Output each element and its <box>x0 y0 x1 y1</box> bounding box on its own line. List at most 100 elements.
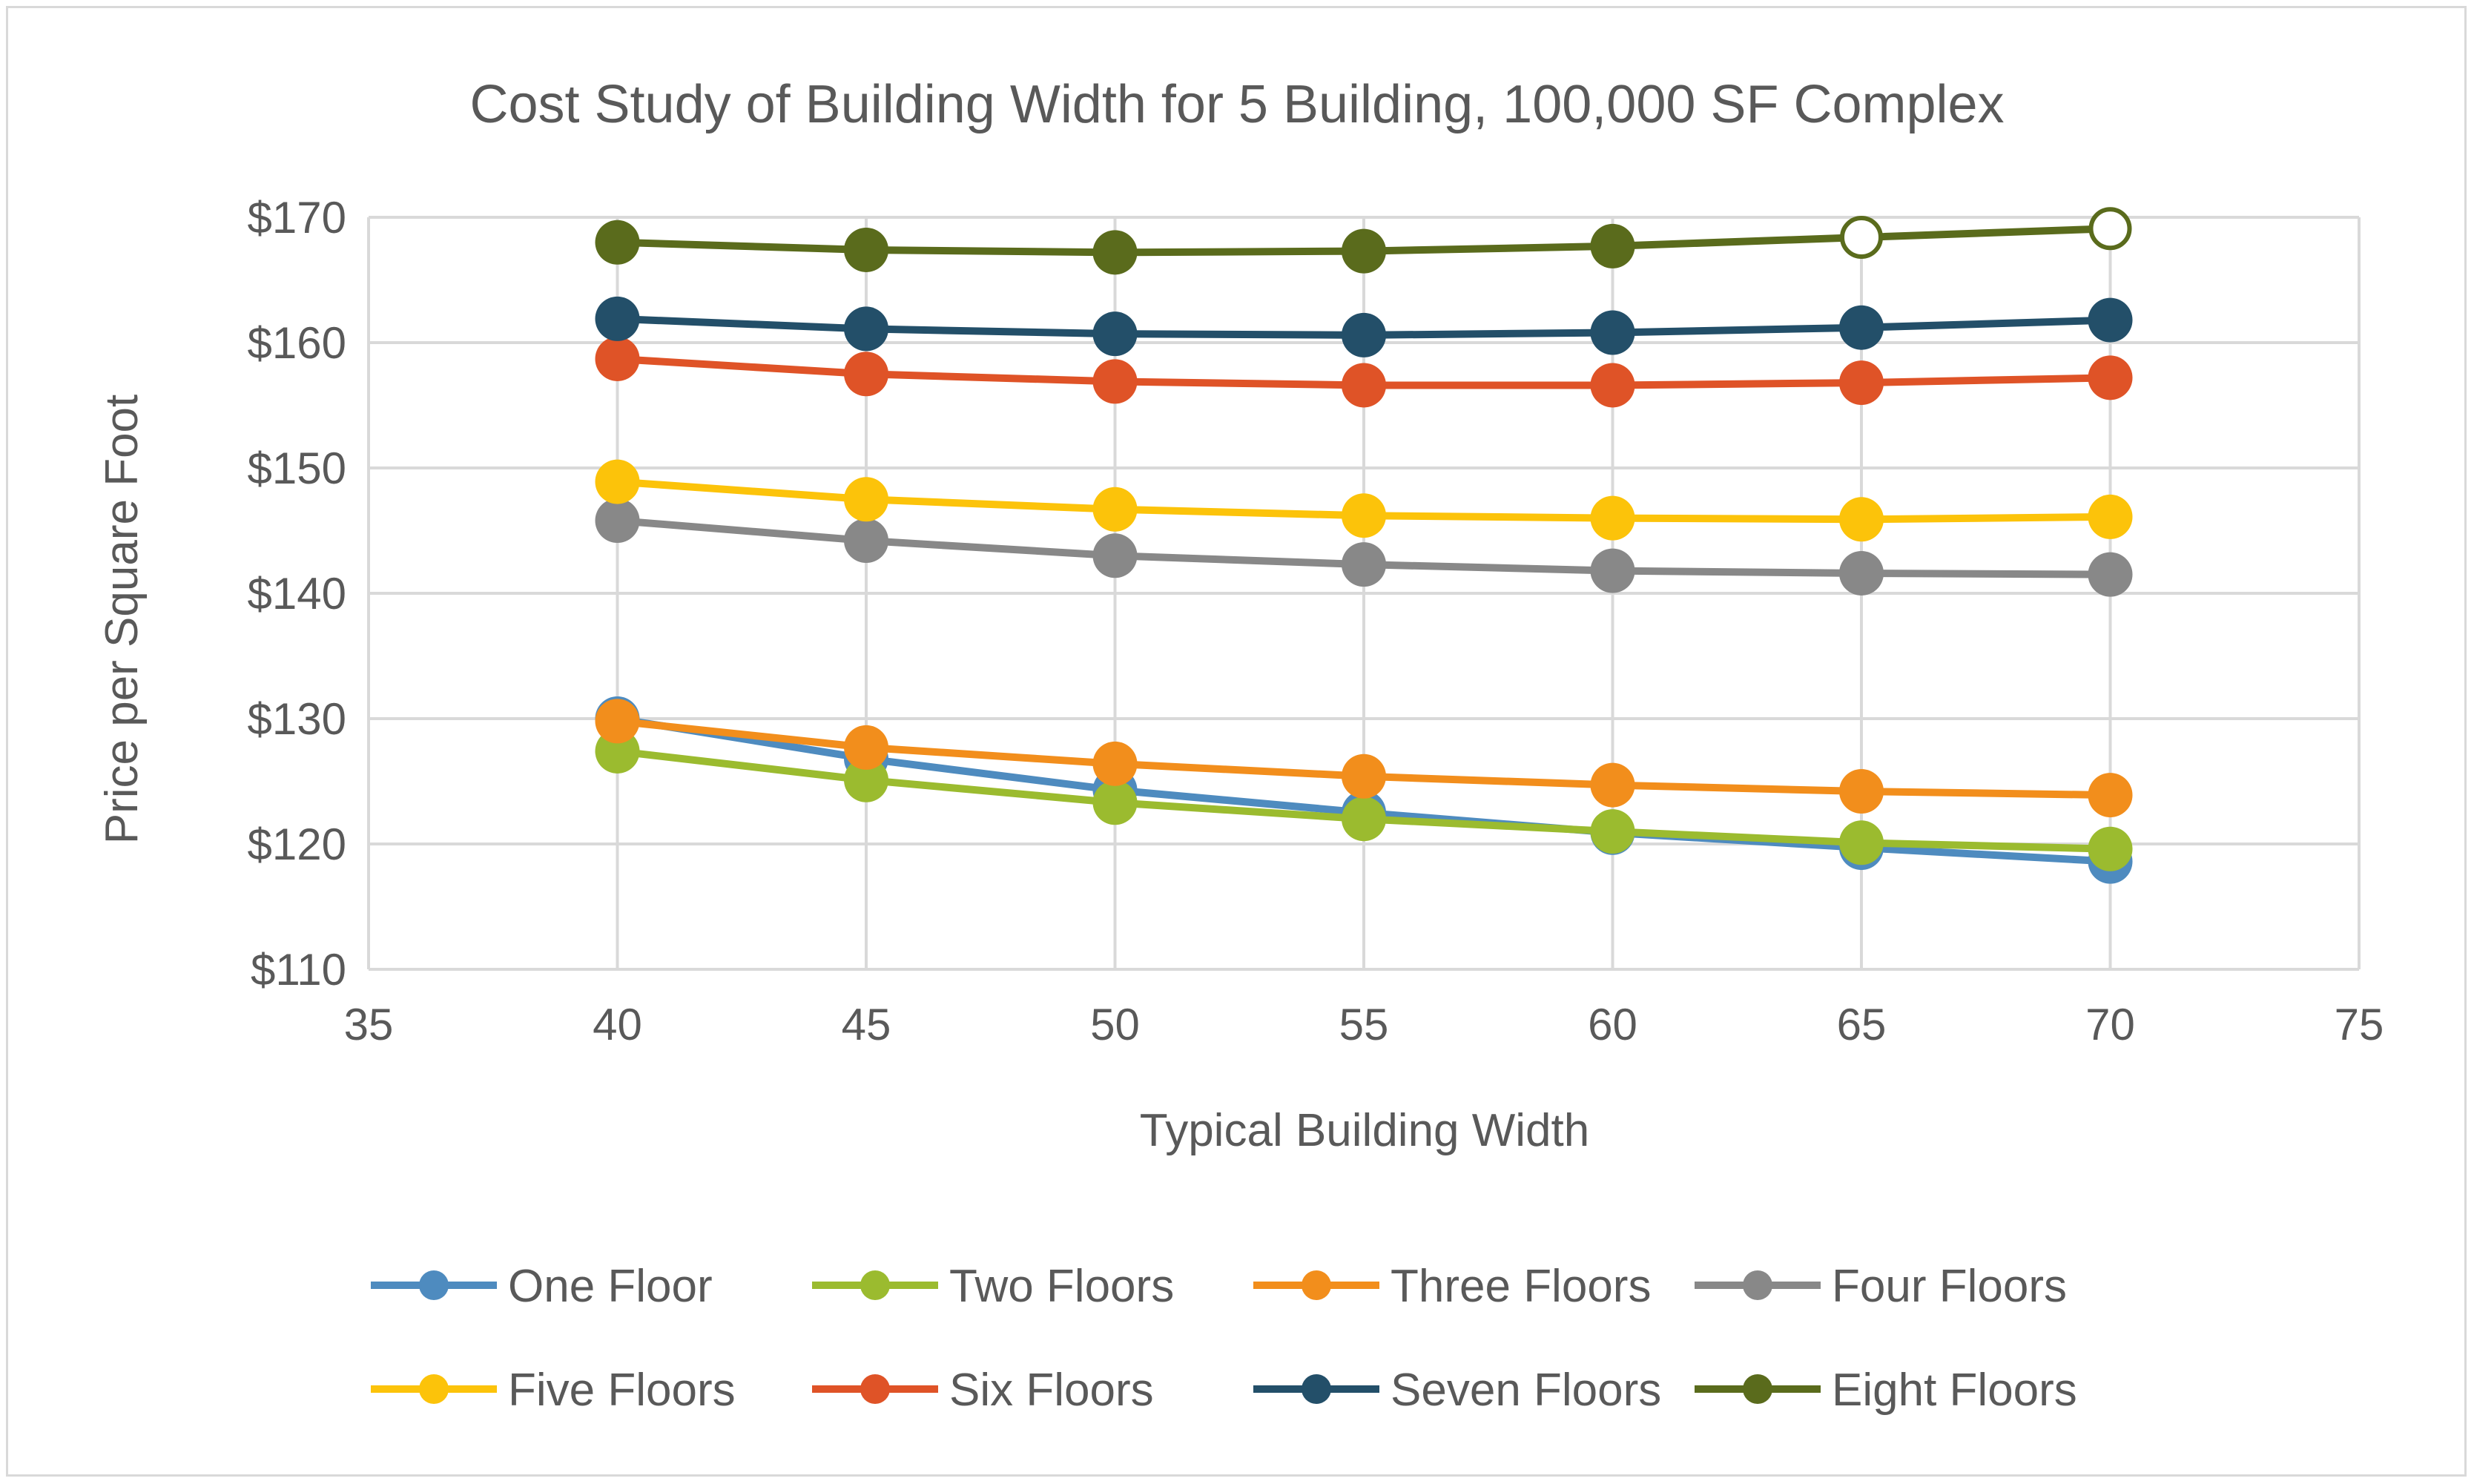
legend-item: Five Floors <box>371 1365 736 1416</box>
data-point <box>595 459 640 504</box>
data-point <box>1839 497 1884 542</box>
legend-item: Two Floors <box>812 1261 1174 1312</box>
data-point <box>1342 753 1386 799</box>
legend-item: Six Floors <box>812 1365 1154 1416</box>
data-point <box>1590 762 1635 808</box>
data-point <box>1590 310 1635 355</box>
data-point <box>595 498 640 543</box>
data-point <box>844 518 888 564</box>
data-point <box>1092 359 1138 404</box>
series-four-floors <box>595 498 2133 597</box>
chart-title: Cost Study of Building Width for 5 Build… <box>469 75 2004 134</box>
x-tick-label: 55 <box>1339 1000 1389 1049</box>
data-point <box>844 725 888 770</box>
data-point <box>1342 363 1386 408</box>
x-axis-ticks: 35 40 45 50 55 60 65 70 75 <box>344 1000 2384 1049</box>
legend-item: Four Floors <box>1695 1261 2067 1312</box>
legend-item: One Floor <box>371 1261 713 1312</box>
data-point <box>1839 820 1884 865</box>
y-tick-label: $150 <box>248 443 346 493</box>
data-point <box>2088 494 2133 539</box>
legend-swatch-marker <box>1302 1374 1331 1404</box>
y-tick-label: $140 <box>248 569 346 619</box>
data-point <box>844 352 888 397</box>
legend-label: Two Floors <box>949 1261 1174 1312</box>
y-tick-label: $160 <box>248 318 346 368</box>
data-point <box>1590 495 1635 541</box>
x-tick-label: 50 <box>1090 1000 1140 1049</box>
x-tick-label: 40 <box>593 1000 642 1049</box>
legend-item: Three Floors <box>1253 1261 1651 1312</box>
data-point <box>1092 311 1138 357</box>
legend-item: Seven Floors <box>1253 1365 1661 1416</box>
legend-label: Four Floors <box>1832 1261 2067 1312</box>
data-point <box>2088 297 2133 343</box>
x-axis-label: Typical Building Width <box>1140 1105 1590 1156</box>
data-point <box>2088 355 2133 400</box>
y-tick-label: $130 <box>248 694 346 744</box>
data-point <box>2088 826 2133 871</box>
legend-label: Six Floors <box>949 1365 1154 1416</box>
data-point <box>1839 305 1884 350</box>
legend-item: Eight Floors <box>1695 1365 2077 1416</box>
legend-label: Seven Floors <box>1391 1365 1661 1416</box>
series-eight-floors <box>595 207 2132 275</box>
data-point <box>1092 741 1138 786</box>
legend-swatch-marker <box>1302 1270 1331 1300</box>
legend-swatch-marker <box>860 1270 890 1300</box>
x-tick-label: 75 <box>2335 1000 2384 1049</box>
data-point <box>1590 548 1635 593</box>
x-tick-label: 70 <box>2085 1000 2135 1049</box>
data-point <box>2088 552 2133 597</box>
data-point <box>1342 493 1386 538</box>
data-point <box>1839 769 1884 814</box>
x-tick-label: 45 <box>842 1000 891 1049</box>
legend-swatch-marker <box>419 1374 449 1404</box>
y-tick-label: $170 <box>248 193 346 243</box>
data-point <box>1092 230 1138 275</box>
legend-swatch-marker <box>1743 1270 1772 1300</box>
legend-swatch-marker <box>1743 1374 1772 1404</box>
data-point <box>844 757 888 802</box>
data-point <box>2088 207 2132 251</box>
legend: One Floor Two Floors Three Floors Four Floo… <box>371 1261 2077 1416</box>
data-point <box>595 220 640 265</box>
legend-label: Eight Floors <box>1832 1365 2077 1416</box>
y-tick-label: $120 <box>248 820 346 869</box>
series-layer <box>595 207 2133 884</box>
data-point <box>844 227 888 272</box>
y-tick-label: $110 <box>251 945 346 995</box>
x-tick-label: 60 <box>1588 1000 1637 1049</box>
x-tick-label: 35 <box>344 1000 394 1049</box>
data-point <box>1092 533 1138 578</box>
data-point <box>1840 216 1883 260</box>
data-point <box>1342 228 1386 274</box>
legend-swatch-marker <box>419 1270 449 1300</box>
series-five-floors <box>595 459 2133 542</box>
series-three-floors <box>595 699 2133 818</box>
legend-label: Three Floors <box>1391 1261 1651 1312</box>
series-two-floors <box>595 728 2133 871</box>
data-point <box>1839 360 1884 406</box>
data-point <box>595 699 640 744</box>
data-point <box>844 477 888 522</box>
y-axis-ticks: $110 $120 $130 $140 $150 $160 $170 <box>248 193 346 995</box>
data-point <box>1590 223 1635 268</box>
data-point <box>1839 550 1884 596</box>
x-tick-label: 65 <box>1837 1000 1887 1049</box>
legend-swatch-marker <box>860 1374 890 1404</box>
data-point <box>1092 780 1138 825</box>
data-point <box>844 306 888 352</box>
data-point <box>1342 797 1386 842</box>
data-point <box>1590 363 1635 408</box>
data-point <box>1590 809 1635 854</box>
legend-label: Five Floors <box>508 1365 736 1416</box>
legend-label: One Floor <box>508 1261 713 1312</box>
data-point <box>1092 487 1138 532</box>
data-point <box>595 336 640 381</box>
data-point <box>595 296 640 341</box>
data-point <box>2088 773 2133 818</box>
series-six-floors <box>595 336 2133 408</box>
series-seven-floors <box>595 296 2133 357</box>
